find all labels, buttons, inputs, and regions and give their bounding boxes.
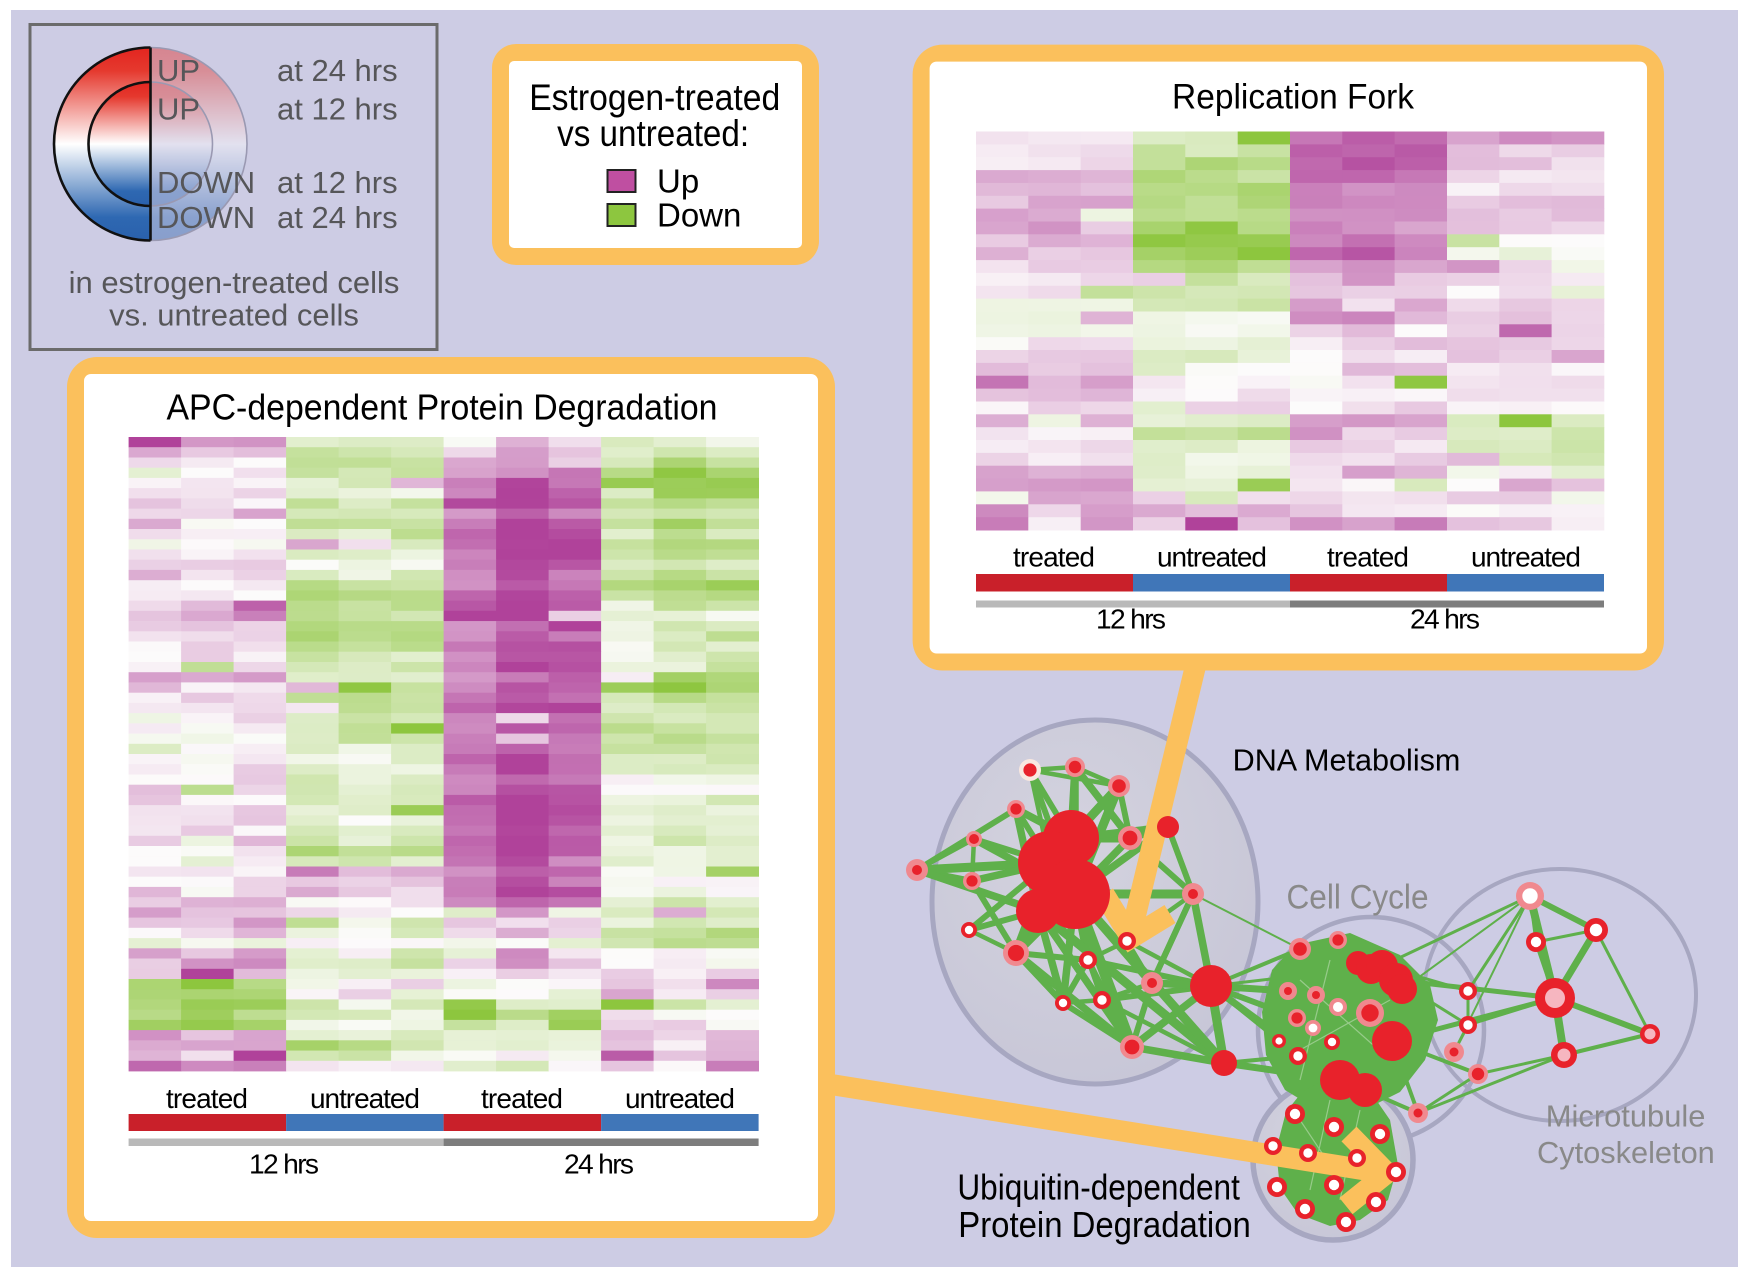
svg-text:untreated: untreated — [625, 1083, 735, 1114]
svg-text:in estrogen-treated cells: in estrogen-treated cells — [69, 265, 400, 300]
svg-text:at 24 hrs: at 24 hrs — [277, 200, 398, 235]
svg-text:DNA Metabolism: DNA Metabolism — [1233, 744, 1461, 778]
svg-text:Replication Fork: Replication Fork — [1172, 76, 1414, 116]
svg-text:treated: treated — [1327, 542, 1409, 573]
svg-text:untreated: untreated — [310, 1083, 420, 1114]
svg-text:Up: Up — [657, 163, 699, 200]
svg-text:Cytoskeleton: Cytoskeleton — [1537, 1136, 1715, 1170]
svg-text:Microtubule: Microtubule — [1546, 1100, 1706, 1134]
svg-text:treated: treated — [1013, 542, 1095, 573]
svg-text:untreated: untreated — [1471, 542, 1581, 573]
svg-text:treated: treated — [481, 1083, 563, 1114]
svg-text:Down: Down — [657, 197, 741, 234]
svg-text:Protein Degradation: Protein Degradation — [958, 1204, 1251, 1245]
svg-text:12 hrs: 12 hrs — [1096, 603, 1166, 635]
svg-text:untreated: untreated — [1157, 542, 1267, 573]
svg-text:at 24 hrs: at 24 hrs — [277, 53, 398, 88]
svg-text:UP: UP — [157, 53, 200, 88]
svg-text:Ubiquitin-dependent: Ubiquitin-dependent — [957, 1166, 1240, 1207]
svg-text:24 hrs: 24 hrs — [564, 1148, 634, 1180]
svg-text:DOWN: DOWN — [157, 200, 255, 235]
svg-text:Estrogen-treated: Estrogen-treated — [529, 77, 780, 118]
svg-text:treated: treated — [166, 1083, 248, 1114]
svg-text:12 hrs: 12 hrs — [249, 1148, 319, 1180]
svg-text:vs. untreated cells: vs. untreated cells — [109, 298, 359, 333]
svg-text:UP: UP — [157, 92, 200, 127]
svg-text:24 hrs: 24 hrs — [1410, 603, 1480, 635]
svg-text:at 12 hrs: at 12 hrs — [277, 92, 398, 127]
svg-text:DOWN: DOWN — [157, 165, 255, 200]
svg-text:at 12 hrs: at 12 hrs — [277, 165, 398, 200]
svg-text:APC-dependent Protein Degradat: APC-dependent Protein Degradation — [167, 387, 718, 428]
svg-text:Cell Cycle: Cell Cycle — [1287, 879, 1429, 917]
svg-text:vs untreated:: vs untreated: — [557, 113, 749, 154]
